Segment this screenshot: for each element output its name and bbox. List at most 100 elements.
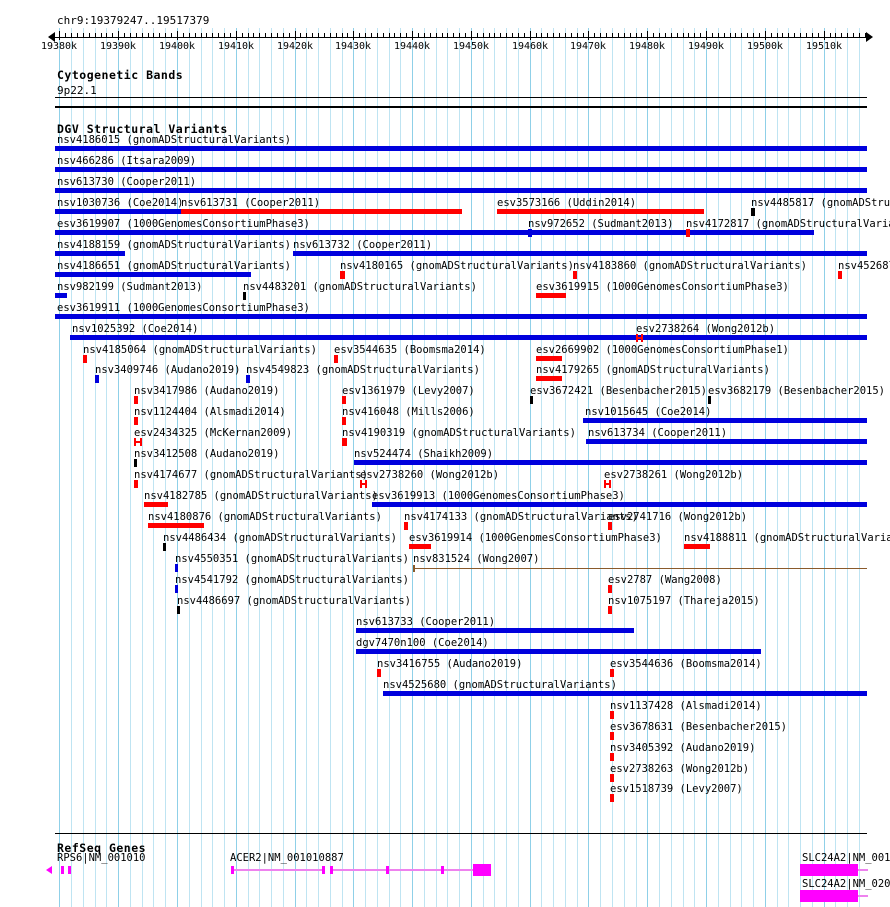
variant-bar-blue[interactable] [293,251,867,256]
variant-feature[interactable]: nsv4188811 (gnomADStructuralVariants) [0,533,890,553]
gene-model[interactable] [0,864,890,876]
variant-tick-red[interactable] [334,355,338,363]
gene-model[interactable] [0,890,890,902]
variant-feature[interactable]: esv3619914 (1000GenomesConsortiumPhase3) [0,533,890,553]
variant-tick-red[interactable] [134,396,138,404]
variant-bar-red[interactable] [536,356,562,361]
variant-bar-red[interactable] [536,376,562,381]
variant-hbar-red[interactable] [360,480,367,488]
variant-feature[interactable]: esv2738264 (Wong2012b) [0,324,890,344]
variant-feature[interactable]: nsv4182785 (gnomADStructuralVariants) [0,491,890,511]
variant-bar-blue[interactable] [583,418,867,423]
variant-feature[interactable]: nsv4174677 (gnomADStructuralVariants) [0,470,890,490]
variant-feature[interactable]: nsv4485817 (gnomADStructuralVariants) [0,198,890,218]
variant-feature[interactable]: nsv466286 (Itsara2009) [0,156,890,176]
variant-tick-red[interactable] [342,417,346,425]
variant-feature[interactable]: nsv4486697 (gnomADStructuralVariants) [0,596,890,616]
variant-bar-blue[interactable] [70,335,867,340]
variant-tick-red[interactable] [838,271,842,279]
variant-bar-blue[interactable] [55,146,867,151]
variant-feature[interactable]: esv2669902 (1000GenomesConsortiumPhase1) [0,345,890,365]
variant-bar-blue[interactable] [354,460,867,465]
variant-tick-black[interactable] [708,396,711,404]
variant-feature[interactable]: nsv4541792 (gnomADStructuralVariants) [0,575,890,595]
variant-tick-red[interactable] [610,774,614,782]
variant-tick-black[interactable] [177,606,180,614]
variant-feature[interactable]: nsv4174133 (gnomADStructuralVariants) [0,512,890,532]
variant-tick-red[interactable] [610,711,614,719]
variant-bar-blue[interactable] [356,628,634,633]
variant-bar-red[interactable] [144,502,168,507]
gene-model[interactable] [0,864,890,876]
variant-bar-red[interactable] [409,544,431,549]
variant-bar-blue[interactable] [55,230,814,235]
variant-tick-red[interactable] [377,669,381,677]
variant-hbar-red[interactable] [134,438,142,446]
variant-bar-blue[interactable] [356,649,761,654]
variant-bar-red[interactable] [181,209,462,214]
variant-feature[interactable]: esv3619915 (1000GenomesConsortiumPhase3) [0,282,890,302]
variant-feature[interactable]: esv3619911 (1000GenomesConsortiumPhase3) [0,303,890,323]
variant-feature[interactable]: esv3619907 (1000GenomesConsortiumPhase3) [0,219,890,239]
variant-feature[interactable]: nsv4186015 (gnomADStructuralVariants) [0,135,890,155]
variant-bar-blue[interactable] [55,293,67,298]
variant-feature[interactable]: dgv7470n100 (Coe2014) [0,638,890,658]
variant-tick-red[interactable] [686,229,690,237]
variant-feature[interactable]: nsv1025392 (Coe2014) [0,324,890,344]
variant-tick-red[interactable] [83,355,87,363]
variant-tick-red[interactable] [573,271,577,279]
variant-feature[interactable]: esv3619913 (1000GenomesConsortiumPhase3) [0,491,890,511]
variant-feature[interactable]: nsv4188159 (gnomADStructuralVariants) [0,240,890,260]
variant-feature[interactable]: esv3678631 (Besenbacher2015) [0,722,890,742]
variant-feature[interactable]: esv2738260 (Wong2012b) [0,470,890,490]
variant-feature[interactable]: nsv1124404 (Alsmadi2014) [0,407,890,427]
variant-feature[interactable]: nsv613732 (Cooper2011) [0,240,890,260]
variant-bar-blue[interactable] [586,439,867,444]
variant-feature[interactable]: esv1518739 (Levy2007) [0,784,890,804]
variant-tick-red[interactable] [342,438,347,446]
variant-feature[interactable]: nsv4183860 (gnomADStructuralVariants) [0,261,890,281]
variant-bar-blue[interactable] [55,251,125,256]
variant-tick-blue[interactable] [175,585,178,593]
variant-feature[interactable]: esv2738261 (Wong2012b) [0,470,890,490]
variant-bar-blue[interactable] [372,502,867,507]
variant-tick-red[interactable] [608,585,612,593]
variant-feature[interactable]: nsv4486434 (gnomADStructuralVariants) [0,533,890,553]
variant-feature[interactable]: esv2738263 (Wong2012b) [0,764,890,784]
variant-tick-red[interactable] [342,396,346,404]
variant-feature[interactable]: nsv613734 (Cooper2011) [0,428,890,448]
variant-feature[interactable]: nsv4550351 (gnomADStructuralVariants) [0,554,890,574]
cytoband-label[interactable]: 9p22.1 [57,84,97,97]
variant-feature[interactable]: nsv831524 (Wong2007) [0,554,890,574]
variant-tick-red[interactable] [610,753,614,761]
variant-bar-red[interactable] [148,523,204,528]
gene-feature[interactable]: RPS6|NM_001010 [0,852,890,878]
variant-feature[interactable]: esv2741716 (Wong2012b) [0,512,890,532]
gene-feature[interactable]: ACER2|NM_001010887 [0,852,890,878]
variant-hbar-red[interactable] [636,334,643,342]
variant-feature[interactable]: nsv1137428 (Alsmadi2014) [0,701,890,721]
variant-feature[interactable]: esv3544636 (Boomsma2014) [0,659,890,679]
variant-feature[interactable]: nsv4190319 (gnomADStructuralVariants) [0,428,890,448]
variant-bar-red[interactable] [684,544,710,549]
variant-tick-black[interactable] [243,292,246,300]
variant-feature[interactable]: nsv452687 [0,261,890,281]
variant-hbar-red[interactable] [604,480,611,488]
variant-feature[interactable]: nsv613730 (Cooper2011) [0,177,890,197]
variant-bar-blue[interactable] [55,314,867,319]
variant-feature[interactable]: nsv4185064 (gnomADStructuralVariants) [0,345,890,365]
variant-bar-blue[interactable] [55,188,867,193]
variant-feature[interactable]: nsv982199 (Sudmant2013) [0,282,890,302]
variant-tick-red[interactable] [134,417,138,425]
cytoband-bar[interactable] [55,97,867,98]
variant-tick-red[interactable] [608,522,612,530]
variant-feature[interactable]: esv2434325 (McKernan2009) [0,428,890,448]
variant-feature[interactable]: nsv524474 (Shaikh2009) [0,449,890,469]
variant-feature[interactable]: nsv4179265 (gnomADStructuralVariants) [0,365,890,385]
variant-tick-red[interactable] [610,669,614,677]
variant-feature[interactable]: nsv4180876 (gnomADStructuralVariants) [0,512,890,532]
variant-tick-red[interactable] [610,794,614,802]
variant-tick-red[interactable] [610,732,614,740]
variant-feature[interactable]: nsv613731 (Cooper2011) [0,198,890,218]
variant-tick-black[interactable] [751,208,755,216]
